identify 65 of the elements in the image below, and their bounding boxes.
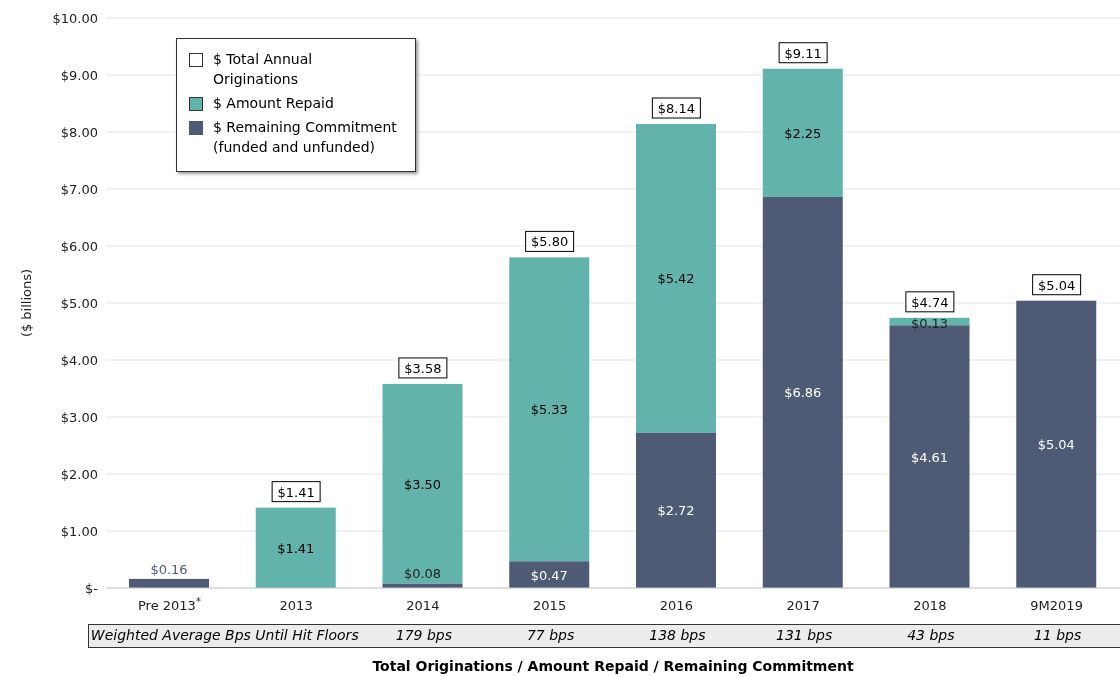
total-label: $9.11 [784,45,822,61]
total-box: $9.11 [778,42,828,64]
data-label: $3.50 [403,476,442,492]
x-tick-label: 2013 [279,598,313,613]
y-axis-title: ($ billions) [18,268,34,338]
text: 138 bps [649,627,706,643]
x-tick-label: 2017 [786,598,820,613]
x-axis-title: Total Originations / Amount Repaid / Remaining Commitment [372,658,854,674]
bar [1016,300,1097,588]
bar [636,124,716,433]
data-label: $2.25 [784,125,822,141]
total-box: $1.41 [271,481,321,503]
total-label: $8.14 [657,101,695,117]
x-tick-label: 9M2019 [1030,598,1083,613]
legend-label: $ Amount Repaid [213,95,334,111]
total-box: $4.74 [905,291,955,313]
bar [255,507,336,588]
data-label: $5.42 [657,271,695,287]
data-label: $6.86 [784,385,822,401]
legend-label: $ Total Annual Originations [213,51,313,87]
text: 131 bps [776,627,833,643]
x-tick-label: 2018 [913,598,947,613]
y-tick-label: $5.00 [60,295,98,311]
total-box: $3.58 [398,357,448,379]
x-tick-label: 2016 [659,598,693,613]
y-tick-label: $1.00 [60,523,98,539]
legend-label: $ Remaining Commitment (funded and unfunded) [213,119,397,155]
text: 179 bps [395,627,452,643]
text: 43 bps [907,627,955,643]
text: Weighted Average Bps Until Hit Floors [90,627,359,643]
bar [382,383,463,584]
data-label: $5.04 [1037,437,1075,453]
y-tick-label: $9.00 [60,67,98,83]
x-tick-label: 2014 [406,598,440,613]
total-label: $1.41 [277,484,315,500]
total-label: $3.58 [404,360,442,376]
data-label: $1.41 [277,540,315,556]
x-tick-label: Pre 2013$^{*}$ [137,595,201,613]
text: 11 bps [1033,627,1082,643]
y-tick-label: $6.00 [60,238,98,254]
x-tick-label: 2015 [533,598,567,613]
total-box: $5.04 [1032,274,1082,296]
data-label: $0.47 [530,567,568,583]
y-tick-label: $10.00 [52,10,98,26]
total-box: $5.80 [525,230,575,252]
data-label: $5.33 [530,402,568,418]
y-tick-label: $7.00 [60,181,98,197]
data-label: $4.61 [910,449,949,465]
total-label: $5.04 [1038,277,1076,293]
total-box: $8.14 [651,97,701,119]
y-tick-label: $- [85,580,99,596]
data-label: $0.16 [150,561,188,577]
bar [636,432,716,588]
y-tick-label: $4.00 [60,352,98,368]
data-label: $0.08 [403,566,442,582]
bar [509,257,590,562]
total-label: $5.80 [531,234,569,250]
y-tick-label: $3.00 [60,409,98,425]
bar [762,68,843,197]
y-tick-label: $2.00 [60,466,98,482]
data-label: $2.72 [657,503,695,519]
y-tick-label: $8.00 [60,124,98,140]
bar [762,196,843,588]
total-label: $4.74 [911,294,949,310]
text: 77 bps [526,627,575,643]
